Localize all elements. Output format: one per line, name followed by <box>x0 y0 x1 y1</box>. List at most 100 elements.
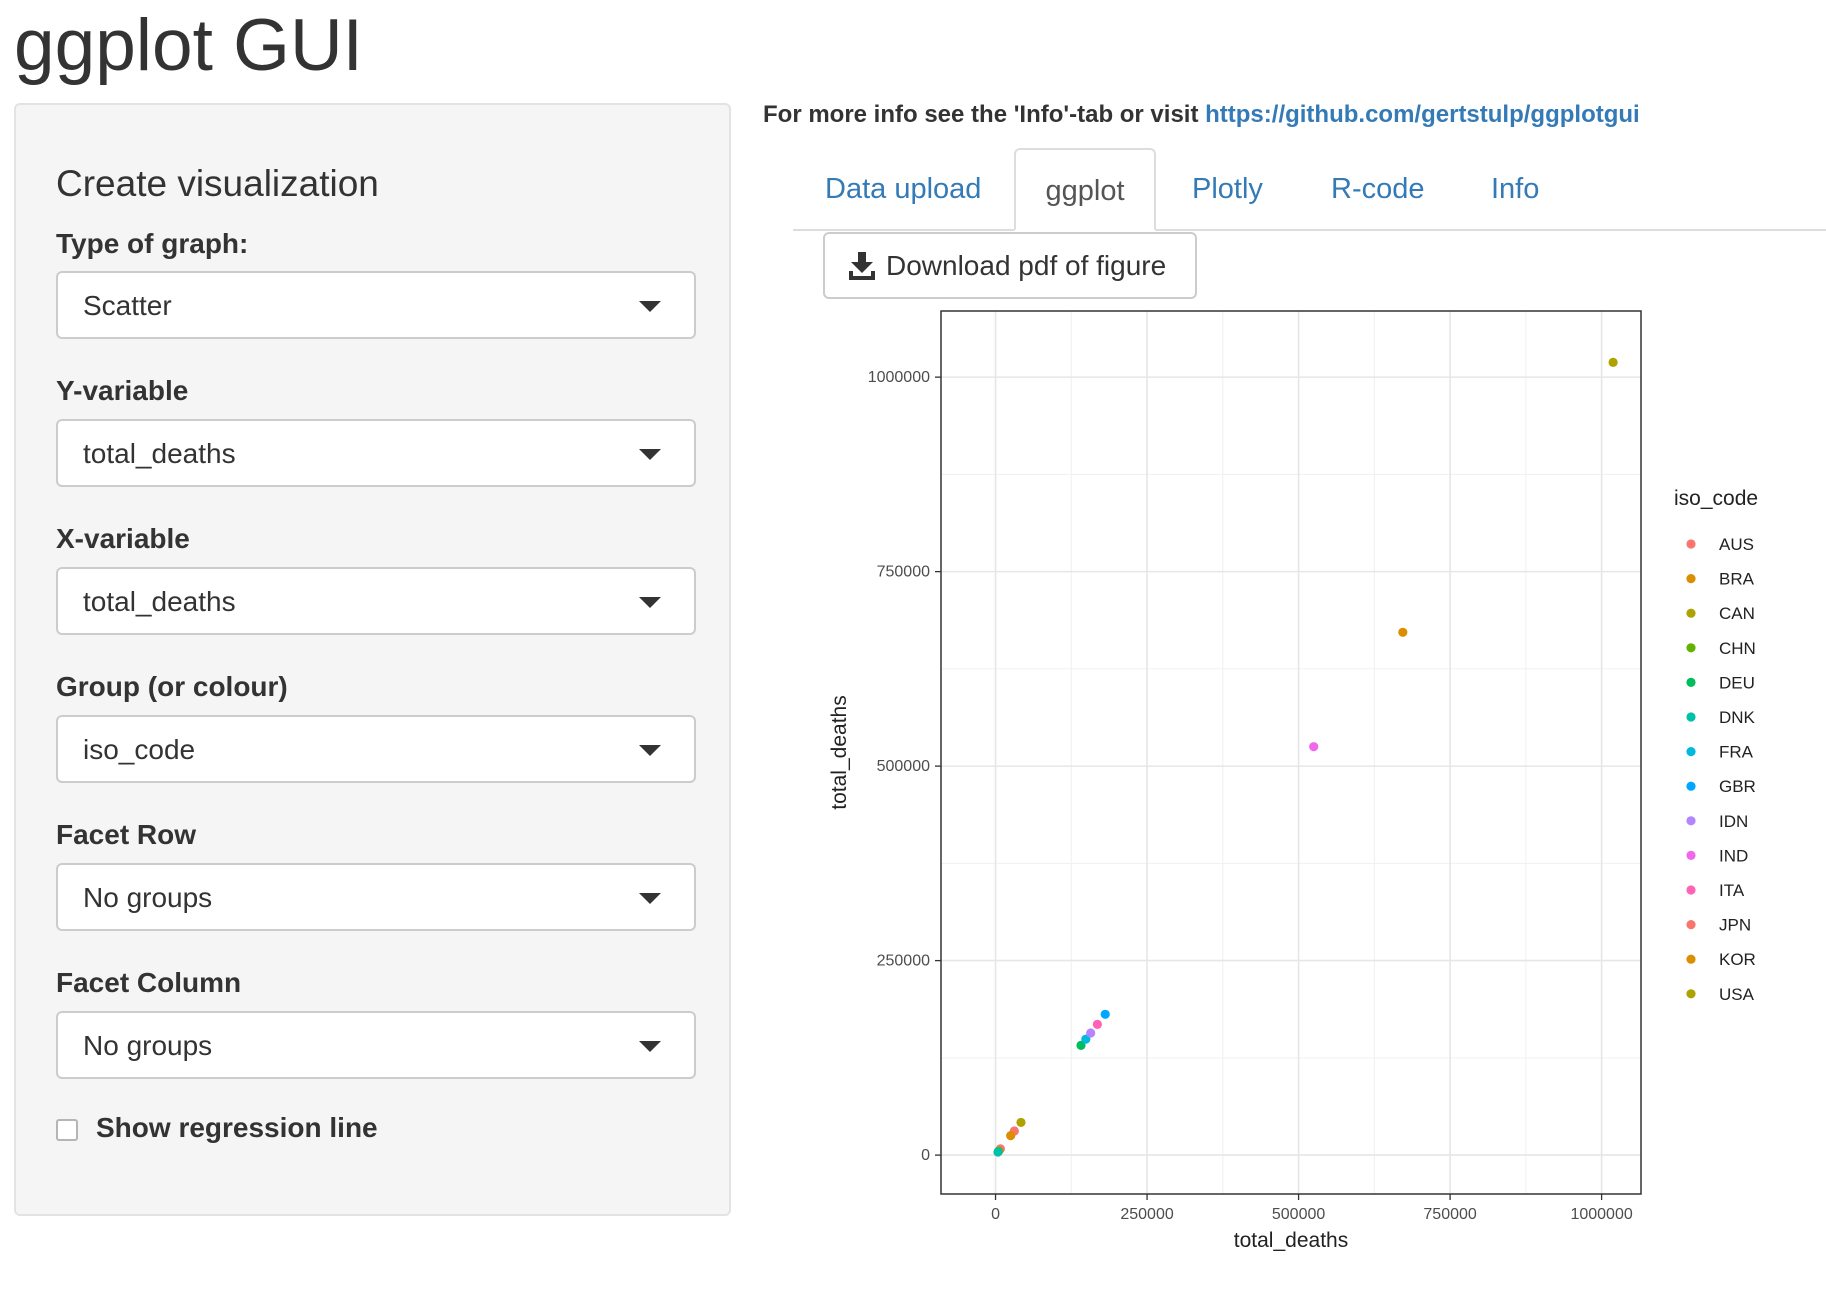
y-tick-label: 750000 <box>877 564 930 581</box>
sidebar-heading: Create visualization <box>56 163 379 204</box>
data-point-bra <box>1398 627 1408 637</box>
legend-label-deu: DEU <box>1719 673 1755 692</box>
data-point-deu <box>1076 1040 1086 1051</box>
data-point-dnk <box>993 1147 1003 1157</box>
plot-points <box>993 357 1618 1157</box>
legend-key-jpn <box>1686 920 1696 930</box>
graph-type-select[interactable]: Scatter <box>56 271 696 339</box>
legend-key-deu <box>1686 677 1696 688</box>
y-variable-value: total_deaths <box>83 438 236 469</box>
y-tick-label: 1000000 <box>868 369 930 386</box>
legend-label-jpn: JPN <box>1719 916 1751 935</box>
data-point-can <box>1016 1117 1026 1128</box>
facet-row-value: No groups <box>83 882 213 913</box>
y-tick-label: 250000 <box>877 953 930 970</box>
chevron-down-icon <box>639 301 661 312</box>
legend-key-bra <box>1686 574 1696 584</box>
legend-key-gbr <box>1686 781 1696 791</box>
legend-label-ita: ITA <box>1719 881 1745 900</box>
chevron-down-icon <box>639 449 661 460</box>
legend-label-bra: BRA <box>1719 570 1755 589</box>
x-axis-title: total_deaths <box>1234 1229 1348 1252</box>
legend-label-ind: IND <box>1719 846 1748 865</box>
legend-key-fra <box>1686 747 1696 757</box>
x-variable-select[interactable]: total_deaths <box>56 567 696 635</box>
data-point-fra <box>1081 1034 1091 1044</box>
plot-panel <box>941 311 1641 1194</box>
graph-type-label: Type of graph: <box>56 228 249 259</box>
legend-key-chn <box>1686 643 1696 653</box>
legend-key-ind <box>1686 850 1696 861</box>
x-tick-label: 0 <box>991 1206 1000 1223</box>
data-point-kor <box>1006 1131 1016 1141</box>
legend-label-idn: IDN <box>1719 812 1748 831</box>
legend-label-can: CAN <box>1719 604 1755 623</box>
facet-row-select[interactable]: No groups <box>56 863 696 931</box>
x-variable-value: total_deaths <box>83 586 236 617</box>
legend-label-gbr: GBR <box>1719 777 1756 796</box>
legend-label-kor: KOR <box>1719 950 1756 969</box>
download-icon <box>849 252 875 280</box>
facet-column-select[interactable]: No groups <box>56 1011 696 1079</box>
data-point-gbr <box>1100 1009 1110 1019</box>
facet-column-label: Facet Column <box>56 967 242 998</box>
regression-line-checkbox[interactable] <box>56 1119 78 1141</box>
data-point-usa <box>1608 357 1618 367</box>
tab-info[interactable]: Info <box>1491 173 1540 205</box>
chevron-down-icon <box>639 1041 661 1052</box>
legend-label-fra: FRA <box>1719 743 1754 762</box>
group-colour-value: iso_code <box>83 734 196 765</box>
y-variable-select[interactable]: total_deaths <box>56 419 696 487</box>
group-colour-select[interactable]: iso_code <box>56 715 696 783</box>
y-tick-label: 500000 <box>877 758 930 775</box>
x-tick-label: 1000000 <box>1570 1206 1632 1223</box>
chevron-down-icon <box>639 893 661 904</box>
plot-border <box>940 310 1642 1195</box>
sidebar-panel: Create visualization Type of graph: Scat… <box>14 103 731 1216</box>
data-point-ita <box>1092 1019 1102 1030</box>
legend-key-aus <box>1686 539 1696 549</box>
data-point-idn <box>1086 1028 1096 1038</box>
legend-key-usa <box>1686 989 1696 999</box>
x-tick-label: 250000 <box>1120 1206 1173 1223</box>
tab-data-upload[interactable]: Data upload <box>825 173 982 205</box>
legend-key-idn <box>1686 816 1696 826</box>
tab-plotly[interactable]: Plotly <box>1192 173 1263 205</box>
y-tick-label: 0 <box>921 1147 930 1164</box>
regression-line-label: Show regression line <box>96 1112 378 1143</box>
plot-axes: 0 250000 500000 750000 1000000 0 250000 500000 7… <box>828 310 1642 1252</box>
github-link[interactable]: https://github.com/gertstulp/ggplotgui <box>1205 101 1640 128</box>
legend-key-kor <box>1686 954 1696 964</box>
facet-column-value: No groups <box>83 1030 213 1061</box>
info-line: For more info see the 'Info'-tab or visi… <box>763 101 1640 129</box>
legend-label-usa: USA <box>1719 985 1755 1004</box>
plot-legend: iso_code AUS BRA CAN CHN DEU DNK FRA GBR IDN IND IT… <box>1674 487 1758 1004</box>
legend-key-can <box>1686 608 1696 618</box>
tab-ggplot[interactable]: ggplot <box>1014 148 1156 231</box>
info-text: For more info see the 'Info'-tab or visi… <box>763 101 1206 128</box>
tab-bar: Data upload ggplot Plotly R-code Info <box>793 148 1826 231</box>
legend-key-ita <box>1686 885 1696 895</box>
legend-label-aus: AUS <box>1719 535 1754 554</box>
tab-r-code[interactable]: R-code <box>1331 173 1425 205</box>
x-tick-label: 750000 <box>1423 1206 1476 1223</box>
download-pdf-button[interactable]: Download pdf of figure <box>823 232 1197 299</box>
legend-title: iso_code <box>1674 487 1758 510</box>
data-point-ind <box>1309 742 1319 752</box>
legend-key-dnk <box>1686 712 1696 722</box>
facet-row-label: Facet Row <box>56 819 197 850</box>
download-label: Download pdf of figure <box>886 250 1167 281</box>
plot-background <box>941 311 1641 1194</box>
chevron-down-icon <box>639 745 661 756</box>
app-title: ggplot GUI <box>14 5 363 86</box>
graph-type-value: Scatter <box>83 290 172 321</box>
x-tick-label: 500000 <box>1272 1206 1325 1223</box>
x-variable-label: X-variable <box>56 523 190 554</box>
chevron-down-icon <box>639 597 661 608</box>
y-axis-title: total_deaths <box>828 695 851 809</box>
y-variable-label: Y-variable <box>56 375 189 406</box>
legend-label-chn: CHN <box>1719 639 1756 658</box>
group-colour-label: Group (or colour) <box>56 671 288 702</box>
legend-label-dnk: DNK <box>1719 708 1756 727</box>
